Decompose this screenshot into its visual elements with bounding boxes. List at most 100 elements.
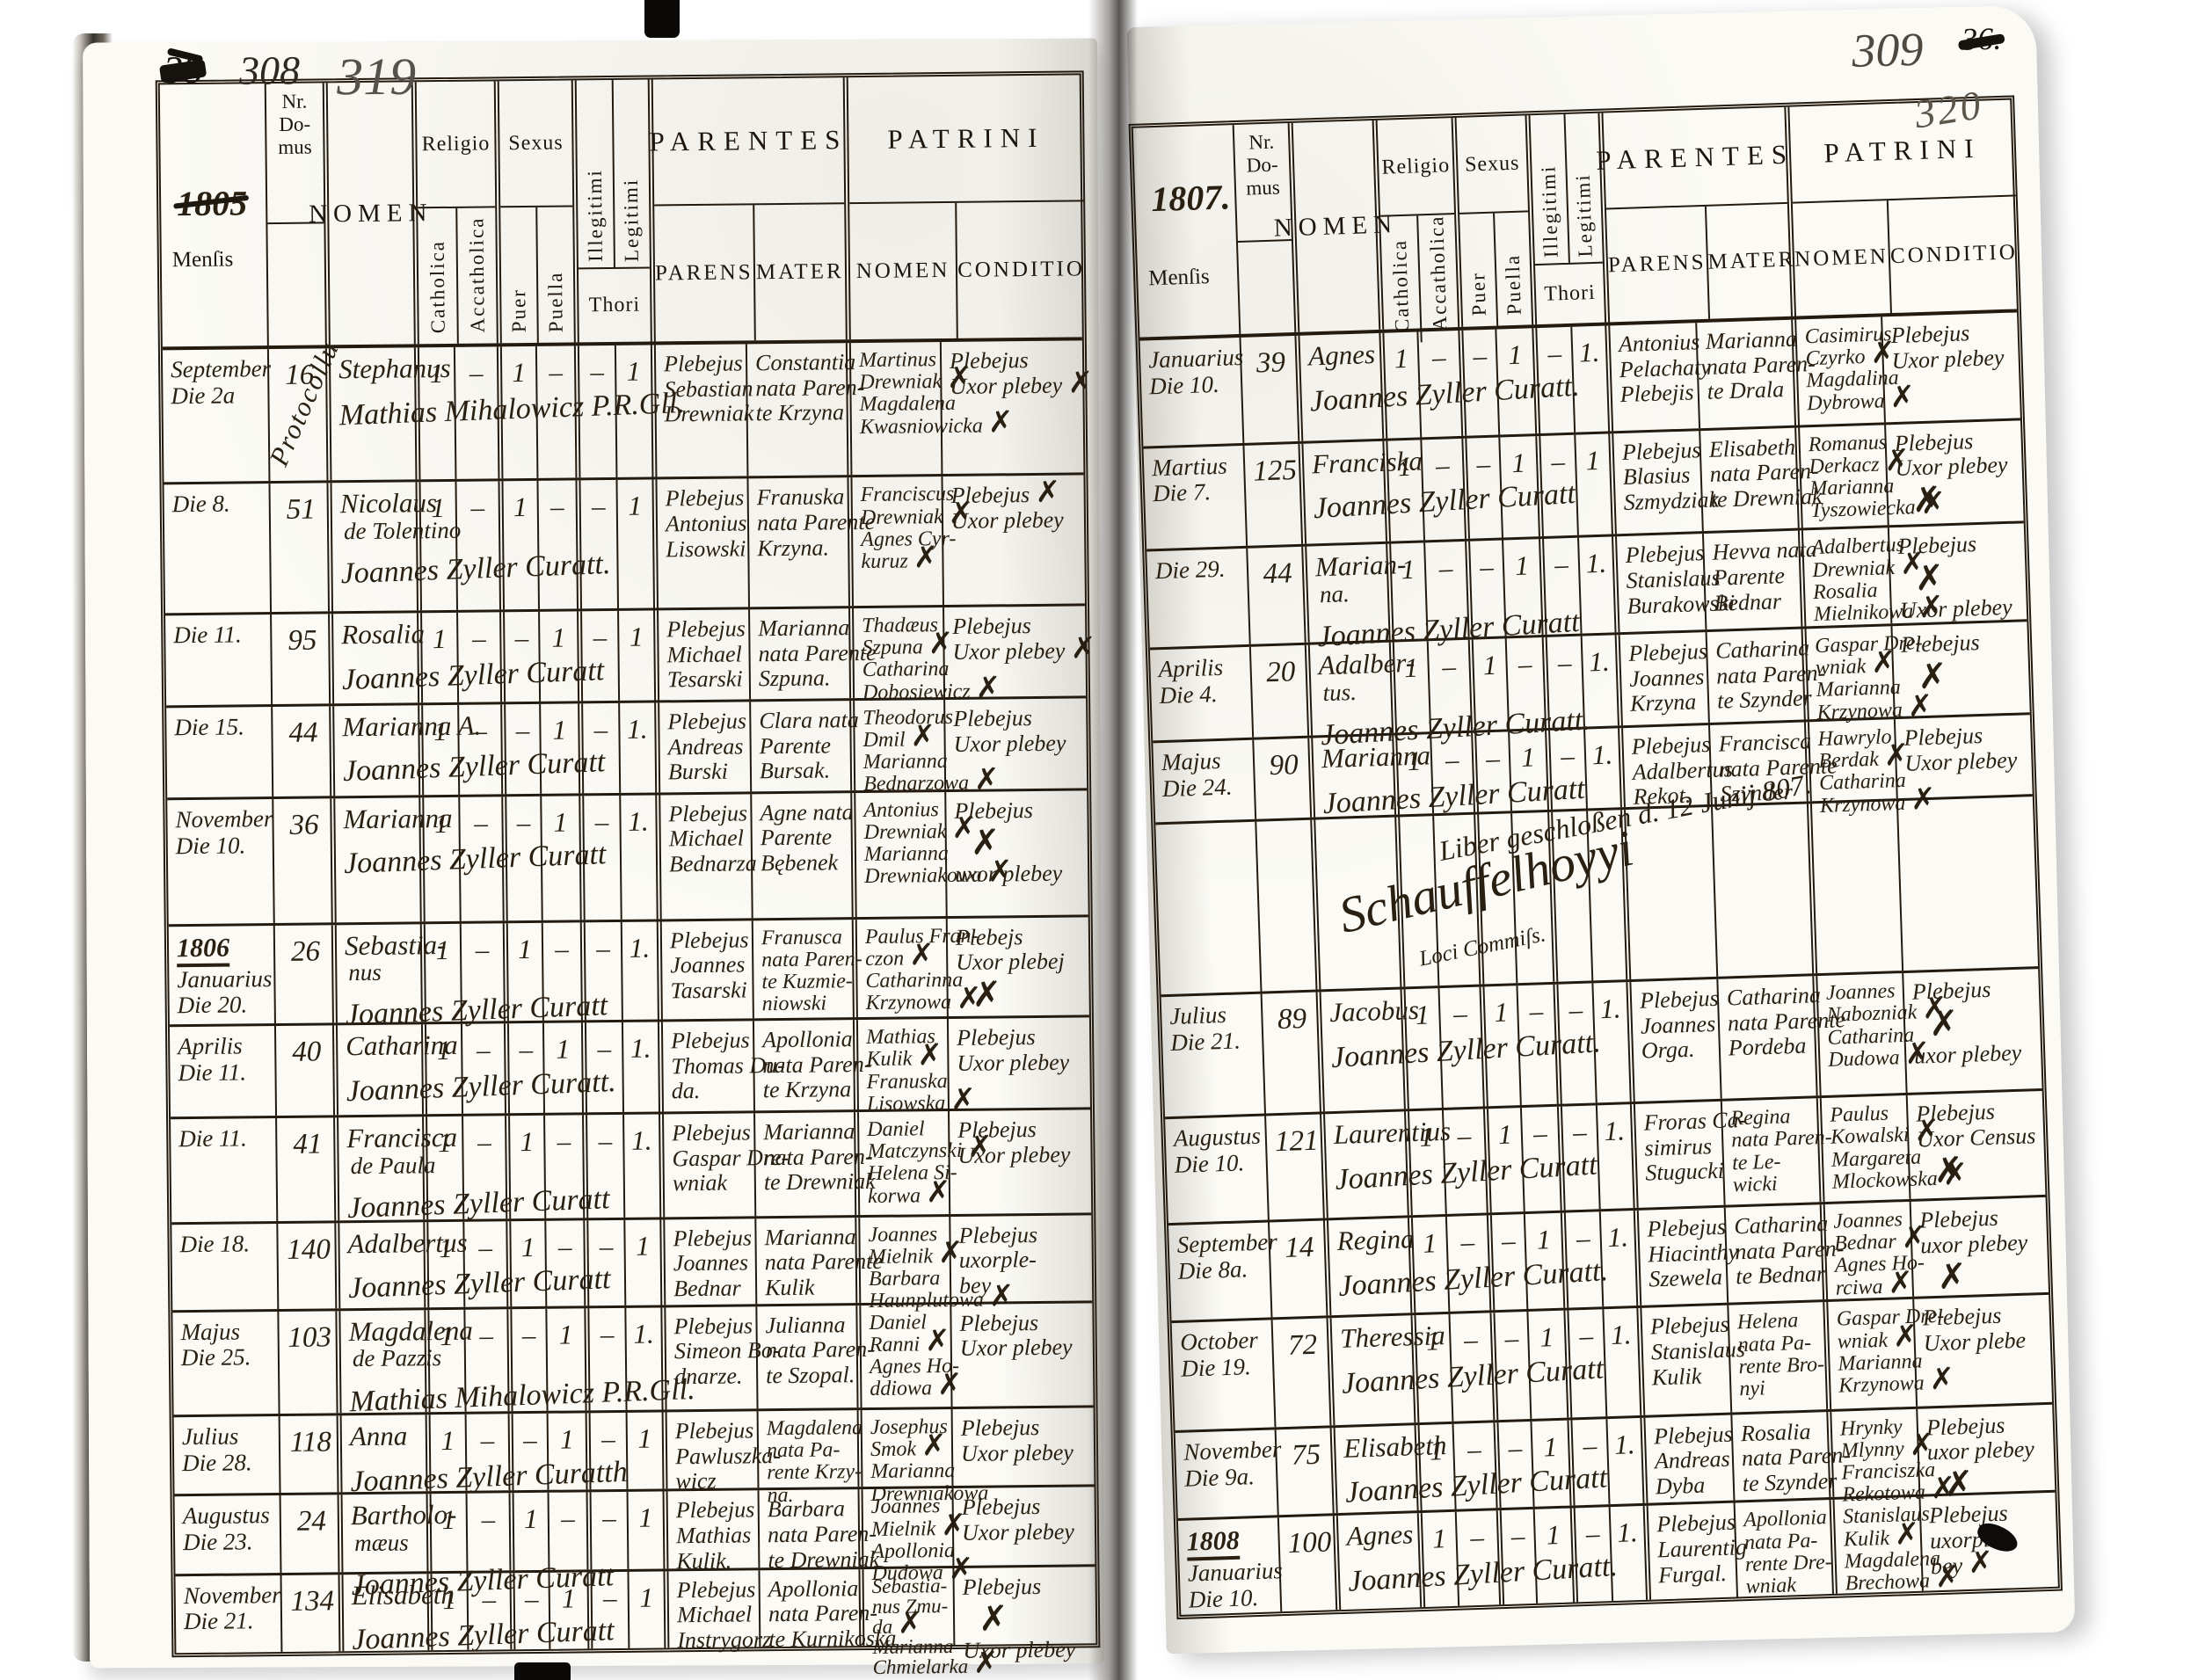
header-catholica-label: Catholica bbox=[1387, 238, 1413, 333]
register-row: Majus Die 25. 103 Magdalena de Pazzis Mathias… bbox=[172, 1299, 1097, 1419]
mater-entry: te Kuzmie- bbox=[761, 970, 853, 994]
register-row: Die 11. 41 Francisca de Paula Joannes Zyller… bbox=[171, 1107, 1095, 1225]
mark-legitimi: 1 bbox=[627, 1571, 665, 1648]
mark-puer-value: – bbox=[1485, 742, 1501, 775]
house-number-cell: 134 bbox=[280, 1575, 339, 1653]
mater-entry: Parente bbox=[1713, 563, 1786, 591]
patrini-entry: Margareta bbox=[1830, 1145, 1922, 1172]
mater-entry: Krzyna. bbox=[757, 535, 830, 561]
conditio-entry: Uxor plebey bbox=[1891, 344, 2005, 374]
house-number: 89 bbox=[1277, 1003, 1307, 1036]
mater-cell: Marianna nata Paren-te Drewniak bbox=[753, 1112, 876, 1216]
patrini-entry: Drewniak ✗ bbox=[860, 497, 974, 530]
folio-number: 38 bbox=[164, 47, 203, 92]
parens-entry: simirus bbox=[1644, 1133, 1713, 1161]
mark-legitimi: 1. bbox=[622, 1114, 660, 1218]
mensis-cell: Die 8. bbox=[164, 484, 271, 614]
patrini-entry: Joannes bbox=[870, 1495, 941, 1519]
patrini-nomen-cell: Franciscus Drewniak ✗ Agnes Cyr-kuruz ✗ bbox=[847, 476, 974, 607]
parens-entry: Plebejis bbox=[1619, 379, 1694, 408]
parens-entry: Gaspar Dre- bbox=[672, 1144, 790, 1171]
patrini-entry: Kowalski ✗ bbox=[1830, 1115, 1940, 1150]
nomen-cell: Regina Joannes Zyller Curatt. bbox=[1322, 1218, 1609, 1316]
child-name: Theressia bbox=[1339, 1320, 1446, 1355]
conditio-entry: Uxor Census bbox=[1916, 1123, 2036, 1153]
table-header: 1807. Menſis Nr. Do-mus NOMEN Religio Catholic… bbox=[1132, 82, 2020, 343]
parens-entry: Joannes bbox=[1628, 663, 1705, 692]
mark-puer: 1 bbox=[498, 481, 539, 610]
parens-entry: Pawluszka- bbox=[674, 1442, 782, 1469]
mater-entry: Bursak. bbox=[759, 757, 831, 784]
conditio-entry: Uxor plebe bbox=[1923, 1327, 2027, 1356]
conditio-cell: Plebejus Uxor plebey bbox=[1881, 312, 2023, 422]
left-folio-numbers: 38 308 319 bbox=[164, 47, 416, 108]
mater-cell: Francisca nata Parente Szynder bbox=[1707, 722, 1838, 807]
conditio-cell: Plebejus Uxor plebey bbox=[1893, 715, 2035, 799]
mater-cell: Hevva nata Parente Bednar bbox=[1701, 531, 1817, 630]
patrini-entry: Adalbertus bbox=[1811, 534, 1905, 560]
mater-entry: Magdalena bbox=[766, 1416, 863, 1441]
header-group-patrini: PATRINI NOMEN CONDITIO bbox=[842, 75, 1086, 340]
mensis-entry: Die 18. bbox=[179, 1229, 251, 1257]
mark-legitimi-value: 1. bbox=[1585, 548, 1607, 579]
mensis-entry: Die 4. bbox=[1159, 680, 1218, 709]
conditio-entry: Plebejus bbox=[952, 613, 1031, 639]
mater-cell: Apollonia nata Paren-te Kurnikoska bbox=[758, 1568, 897, 1652]
mater-entry: Kulik bbox=[764, 1274, 815, 1300]
mater-entry: Clara nata bbox=[759, 706, 859, 734]
nomen-cell: Rosalia Joannes Zyller Curatt bbox=[328, 613, 605, 704]
parens-entry: Plebejus bbox=[663, 350, 743, 377]
house-number-cell: 125 bbox=[1242, 443, 1302, 547]
mark-catholica-value: 1 bbox=[440, 1424, 455, 1457]
patrini-entry: Krzynowa ✗ bbox=[865, 982, 982, 1016]
parens-entry: Blasius bbox=[1622, 462, 1691, 491]
conditio-entry: ✗ bbox=[1911, 479, 1943, 520]
conditio-cell: Plebejus Uxor plebey bbox=[950, 1407, 1098, 1487]
mensis-cell: 1806 Januarius Die 20. bbox=[169, 926, 274, 1025]
mensis-cell: Martius Die 7. bbox=[1143, 446, 1246, 550]
conditio-cell: Plebejus uxor plebey ✗ bbox=[1916, 1404, 2058, 1504]
header-group-nomen: NOMEN bbox=[309, 82, 433, 345]
mater-entry: nata Pa- bbox=[766, 1438, 841, 1463]
patrini-entry: Marianna bbox=[862, 750, 948, 775]
child-name: Nicolaus bbox=[339, 487, 438, 520]
conditio-entry: Uxor plebey bbox=[1904, 746, 2018, 776]
mensis-entry: 1808 bbox=[1186, 1525, 1275, 1561]
nomen-cell: Marian-na. Joannes Zyller Curatt bbox=[1301, 544, 1581, 654]
mater-cell: Regina nata Paren-te Le-wicki bbox=[1720, 1098, 1832, 1205]
conditio-entry: bey ✗ bbox=[1930, 1545, 1994, 1580]
empty-cell bbox=[1510, 812, 1554, 984]
patrini-entry: Joannes bbox=[868, 1222, 938, 1247]
mater-entry: wniak bbox=[1745, 1574, 1797, 1599]
conditio-cell: Plebejus ✗ Uxor plebey bbox=[952, 1566, 1100, 1663]
note-row bbox=[1155, 794, 2042, 995]
mark-illegitimi-value: – bbox=[594, 805, 609, 838]
patrini-nomen-cell: Romanus Derkacz ✗ Marianna Tyszowiecka ✗ bbox=[1794, 424, 1947, 529]
mark-accatholica-value: – bbox=[477, 1126, 491, 1158]
table-body: Januarius Die 10. 39 Agnes Joannes Zyller Cu… bbox=[1140, 312, 2061, 1615]
child-name: Franciska bbox=[1311, 444, 1423, 479]
mark-puella-value: 1 bbox=[1507, 338, 1523, 371]
mark-legitimi: 1 bbox=[623, 1218, 661, 1305]
mark-illegitimi-value: – bbox=[593, 622, 608, 653]
header-legitimi-label-col: Legitimi bbox=[1562, 113, 1603, 263]
mensis-cell: November Die 10. bbox=[167, 799, 273, 924]
patrini-entry: Marianna bbox=[870, 1459, 956, 1484]
mensis-entry: November bbox=[183, 1581, 281, 1609]
mensis-entry: Die 11. bbox=[178, 1058, 247, 1087]
mater-entry: wicki bbox=[1732, 1172, 1778, 1197]
nomen-cell: Agnes Joannes Zyller Curatt. bbox=[1294, 332, 1580, 441]
conditio-cell: Plebejus Uxor plebey bbox=[950, 1302, 1097, 1407]
header-nr-domus-line: Nr. bbox=[1248, 130, 1275, 154]
mater-entry: nata Paren- bbox=[763, 1143, 873, 1170]
parens-entry: Plebejus bbox=[668, 800, 748, 827]
child-name: Agnes bbox=[1307, 338, 1376, 372]
cross-mark: ✗ bbox=[910, 720, 936, 753]
patrini-nomen-cell: Martinus Drewniak ✗ Magdalena Kwasniowicka … bbox=[845, 342, 1014, 476]
patrini-entry: Drewniak ✗ bbox=[859, 361, 972, 396]
patrini-entry: Catharina bbox=[1818, 769, 1907, 796]
house-number: 121 bbox=[1274, 1124, 1320, 1159]
parens-entry: Plebejus bbox=[675, 1496, 755, 1524]
house-number-cell: 39 bbox=[1239, 335, 1299, 443]
